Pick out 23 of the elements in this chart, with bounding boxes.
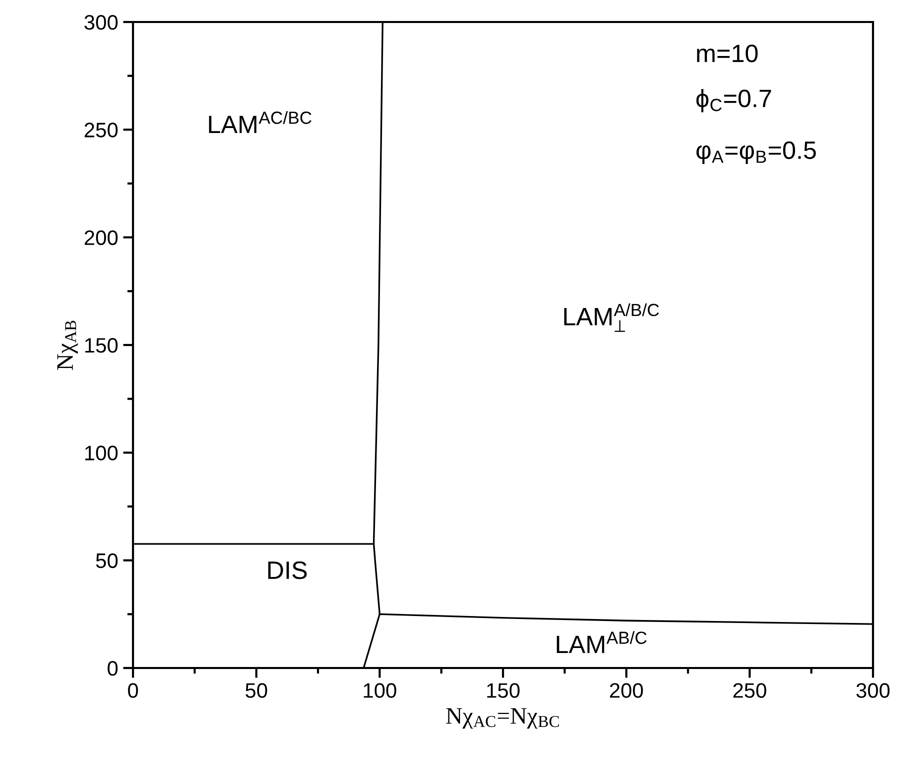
x-tick-label: 100 xyxy=(364,683,396,698)
x-tick-label: 150 xyxy=(487,683,520,698)
y-tick-label: 250 xyxy=(84,122,118,138)
y-tick-label: 100 xyxy=(85,446,118,460)
y-tick-label: 0 xyxy=(108,661,118,676)
x-tick-label: 250 xyxy=(733,683,766,698)
y-tick-label: 50 xyxy=(96,553,118,568)
annotation: LAM$^{AC/BC}$ xyxy=(209,111,312,134)
annotation: LAM$^{A/B/C}$$_{⊥}$ xyxy=(564,303,659,332)
annotation: LAM$^{AB/C}$ xyxy=(556,631,647,654)
annotation: ϕ$_{C}$=0.7 xyxy=(696,88,772,112)
annotation: φ$_{A}$=φ$_{B}$=0.5 xyxy=(696,141,816,164)
y-tick-label: 300 xyxy=(84,15,118,30)
x-tick-label: 300 xyxy=(856,683,890,698)
y-tick-label: 150 xyxy=(85,338,118,353)
x-tick-label: 50 xyxy=(246,683,268,698)
y-tick-label: 200 xyxy=(84,230,118,246)
x-tick-label: 0 xyxy=(128,683,138,698)
y-axis-title: Nχ$_{AB}$ xyxy=(57,320,78,370)
annotation: m=10 xyxy=(697,44,758,62)
annotation: DIS xyxy=(268,561,307,580)
x-axis-title: Nχ$_{AC}$=Nχ$_{BC}$ xyxy=(446,708,559,729)
x-tick-label: 200 xyxy=(610,683,643,698)
